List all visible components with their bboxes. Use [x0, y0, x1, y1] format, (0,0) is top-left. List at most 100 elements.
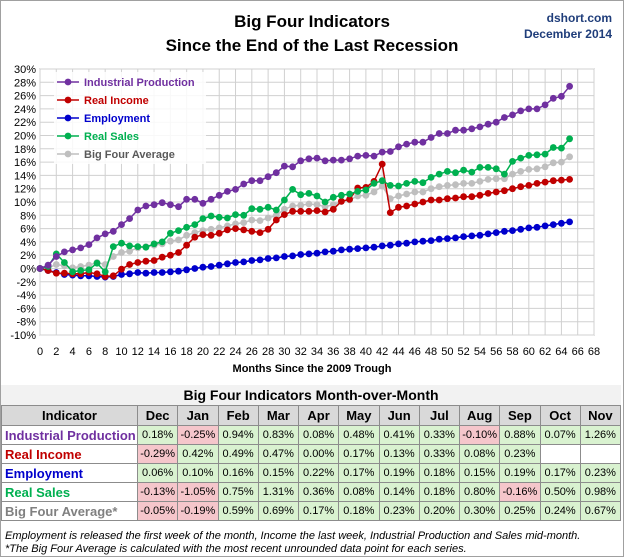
data-point: [370, 180, 378, 187]
footnote-1: Employment is released the first week of…: [5, 530, 581, 542]
data-point: [215, 261, 223, 269]
value-cell: 0.59%: [217, 501, 259, 521]
data-point: [549, 177, 557, 185]
table-row: Real Income -0.29% 0.42% 0.49% 0.47% 0.00% 0.1…: [1, 444, 622, 464]
data-point: [85, 241, 93, 249]
data-point: [509, 170, 516, 178]
data-point: [419, 198, 427, 206]
data-point: [321, 198, 329, 206]
value-cell: 0.14%: [378, 482, 420, 502]
data-point: [558, 158, 565, 166]
data-point: [525, 152, 533, 159]
value-cell: -0.05%: [136, 501, 179, 521]
data-point: [370, 188, 378, 196]
value-cell: 0.80%: [458, 482, 501, 502]
data-point: [517, 225, 525, 233]
x-tick-label: 22: [213, 346, 225, 358]
data-point: [207, 263, 215, 270]
series-big-four-average: [36, 153, 573, 272]
x-tick-label: 24: [229, 346, 241, 358]
data-point: [248, 227, 256, 235]
value-cell: 0.33%: [418, 444, 461, 464]
data-point: [256, 256, 264, 264]
data-point: [240, 258, 248, 266]
data-point: [126, 270, 133, 278]
y-tick-label: -4%: [16, 290, 36, 302]
data-point: [305, 207, 313, 215]
value-cell: 0.23%: [499, 444, 541, 464]
footnote-2: *The Big Four Average is calculated with…: [5, 543, 467, 555]
x-tick-label: 26: [246, 346, 258, 358]
legend-marker: [64, 78, 72, 86]
legend-marker: [64, 114, 72, 122]
data-point: [566, 218, 573, 226]
data-point: [329, 205, 337, 213]
data-point: [215, 229, 223, 237]
data-point: [240, 226, 248, 234]
data-point: [354, 188, 362, 195]
data-point: [533, 165, 541, 173]
data-point: [444, 130, 451, 137]
value-cell: 0.18%: [418, 482, 461, 502]
data-point: [281, 205, 288, 213]
data-point: [329, 193, 337, 201]
data-point: [378, 182, 386, 190]
data-point: [232, 259, 239, 266]
data-point: [281, 211, 288, 219]
data-point: [289, 186, 296, 193]
y-tick-label: 26%: [14, 91, 36, 103]
data-point: [395, 240, 402, 248]
data-point: [281, 253, 288, 260]
data-point: [386, 182, 394, 189]
table-header-cell: Mar: [257, 405, 300, 426]
legend-marker: [64, 150, 72, 158]
x-tick-label: 30: [278, 346, 290, 358]
series-real-sales: [36, 135, 573, 276]
data-point: [541, 150, 549, 158]
data-point: [126, 215, 133, 223]
value-cell: 0.30%: [458, 501, 501, 521]
y-tick-label: 24%: [14, 104, 36, 116]
data-point: [346, 155, 353, 163]
data-point: [329, 247, 337, 255]
value-cell: 1.31%: [257, 482, 300, 502]
value-cell: -0.13%: [136, 482, 179, 502]
data-point: [93, 234, 101, 242]
data-point: [541, 101, 549, 109]
chart-title-line2: Since the End of the Last Recession: [166, 36, 459, 55]
data-point: [558, 144, 565, 152]
data-point: [126, 242, 133, 250]
data-point: [378, 242, 386, 250]
data-point: [346, 190, 353, 198]
data-point: [484, 164, 492, 171]
x-tick-label: 0: [37, 346, 43, 358]
y-tick-label: 22%: [14, 117, 36, 129]
data-point: [215, 213, 223, 221]
x-tick-label: 62: [539, 346, 551, 358]
data-point: [232, 211, 239, 219]
data-point: [549, 144, 557, 151]
x-tick-label: 4: [70, 346, 76, 358]
data-point: [134, 259, 142, 266]
value-cell: 0.16%: [217, 463, 259, 483]
data-point: [240, 180, 248, 188]
data-point: [134, 243, 142, 251]
data-point: [419, 179, 427, 187]
table-row: Industrial Production 0.18% -0.25% 0.94% 0.8…: [1, 425, 622, 445]
data-point: [297, 207, 305, 215]
data-point: [297, 157, 305, 165]
data-point: [419, 188, 427, 196]
data-point: [354, 245, 362, 253]
data-point: [183, 223, 191, 231]
data-point: [313, 249, 321, 257]
data-point: [427, 196, 435, 204]
value-cell: 0.00%: [297, 444, 340, 464]
data-point: [264, 203, 272, 211]
x-tick-label: 8: [102, 346, 108, 358]
chart-title-line1: Big Four Indicators: [234, 12, 390, 31]
x-tick-label: 12: [132, 346, 144, 358]
data-point: [175, 249, 182, 256]
data-point: [338, 156, 345, 164]
data-point: [468, 180, 476, 187]
data-point: [435, 235, 443, 243]
